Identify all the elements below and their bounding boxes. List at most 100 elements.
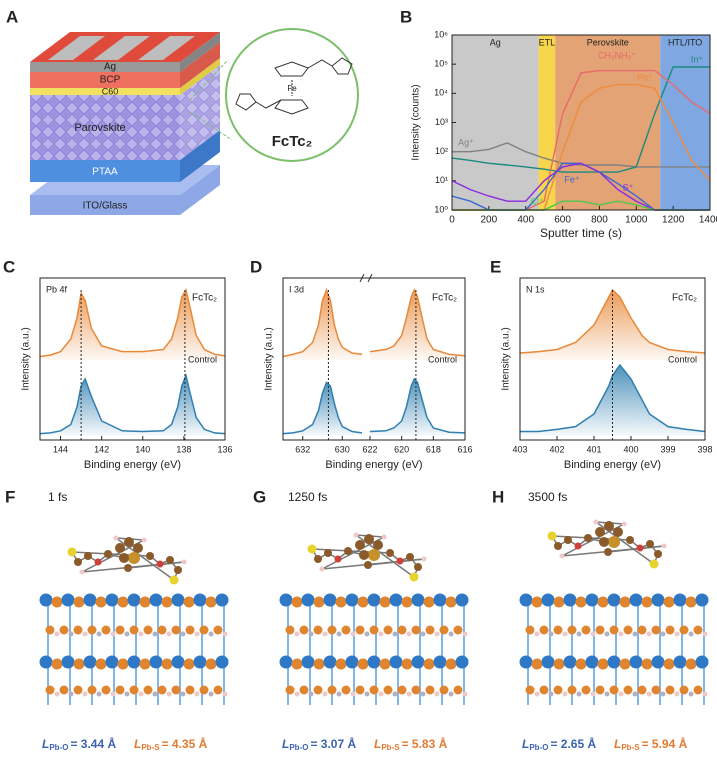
y-tick-label: 10⁶ (434, 29, 448, 39)
y-axis-label: Intensity (a.u.) (501, 327, 512, 390)
atom (531, 596, 543, 608)
x-axis-label: Binding energy (eV) (564, 459, 661, 471)
atom (146, 552, 154, 560)
atom (152, 691, 158, 697)
atom (143, 685, 153, 695)
atom (67, 547, 77, 557)
molecule-atom: Fe (287, 84, 297, 93)
atom (585, 593, 599, 607)
atom (115, 543, 125, 553)
x-tick-label: 620 (394, 444, 409, 454)
atom (651, 625, 661, 635)
region-label: HTL/ITO (668, 37, 702, 47)
bond-subscript: Pb-O (529, 743, 548, 752)
x-axis-label: Binding energy (eV) (84, 459, 181, 471)
atom (389, 655, 403, 669)
bond (81, 539, 145, 573)
atom (105, 655, 119, 669)
atom (651, 655, 665, 669)
atom (39, 655, 53, 669)
atom (83, 593, 97, 607)
atom (82, 691, 88, 697)
atom (215, 655, 229, 669)
x-tick-label: 630 (335, 444, 350, 454)
panel-label: A (6, 7, 18, 26)
bond (127, 561, 185, 569)
plot-frame (451, 34, 711, 211)
atom (553, 658, 565, 670)
x-tick-label: 200 (481, 215, 498, 226)
atom (369, 625, 379, 635)
panel-label: D (250, 257, 262, 276)
atom (597, 658, 609, 670)
atom (574, 542, 582, 550)
layer-perovskite (30, 95, 180, 160)
atom (379, 596, 391, 608)
atom (702, 691, 708, 697)
panel-label: B (400, 7, 412, 26)
atom (138, 631, 144, 637)
atom (559, 553, 565, 559)
atom (383, 625, 393, 635)
atom (322, 631, 328, 637)
bond-symbol: L (282, 737, 289, 751)
atom (433, 655, 447, 669)
atom (115, 685, 125, 695)
atom (445, 596, 457, 608)
atom (95, 658, 107, 670)
atom (423, 658, 435, 670)
atom (128, 552, 140, 564)
atom (665, 685, 675, 695)
spectrum-line (369, 377, 466, 434)
atom (673, 593, 687, 607)
atom (45, 625, 55, 635)
layer-c60-side (180, 58, 220, 95)
atom (581, 625, 591, 635)
atom (279, 593, 293, 607)
y-axis-label: Intensity (a.u.) (264, 327, 275, 390)
bond-subscript: Pb-S (381, 743, 400, 752)
atom (637, 685, 647, 695)
region (452, 35, 539, 210)
layer-bcp (30, 72, 180, 88)
x-tick-label: 632 (295, 444, 310, 454)
atom (547, 531, 557, 541)
atom (345, 593, 359, 607)
atom (423, 596, 435, 608)
atom (651, 685, 661, 695)
atom (95, 596, 107, 608)
atom (143, 625, 153, 635)
atom (434, 691, 440, 697)
atom (674, 631, 680, 637)
spectrum-line (369, 288, 466, 357)
panel-label: G (253, 487, 266, 506)
atom (392, 691, 398, 697)
atom (157, 625, 167, 635)
atom (685, 596, 697, 608)
atom (350, 691, 356, 697)
atom (51, 596, 63, 608)
snapshot-time: 1 fs (48, 490, 67, 504)
bond-value: = 3.44 Å (70, 736, 116, 751)
atom (171, 655, 185, 669)
atom (199, 625, 209, 635)
atom (674, 691, 680, 697)
atom (84, 552, 92, 560)
atom (51, 658, 63, 670)
atom (593, 519, 599, 525)
atom (575, 596, 587, 608)
atom (534, 631, 540, 637)
y-axis-label: Intensity (counts) (411, 84, 422, 160)
atom (448, 691, 454, 697)
bond-length: LPb-S = 4.35 Å (134, 736, 208, 752)
atom (117, 596, 129, 608)
atom (117, 658, 129, 670)
atom (171, 685, 181, 695)
atom (629, 655, 643, 669)
atom (45, 685, 55, 695)
plot-frame (39, 277, 226, 441)
atom (166, 631, 172, 637)
series-label: FcTc₂ (672, 293, 697, 304)
atom (119, 553, 129, 563)
series-line (451, 66, 710, 173)
